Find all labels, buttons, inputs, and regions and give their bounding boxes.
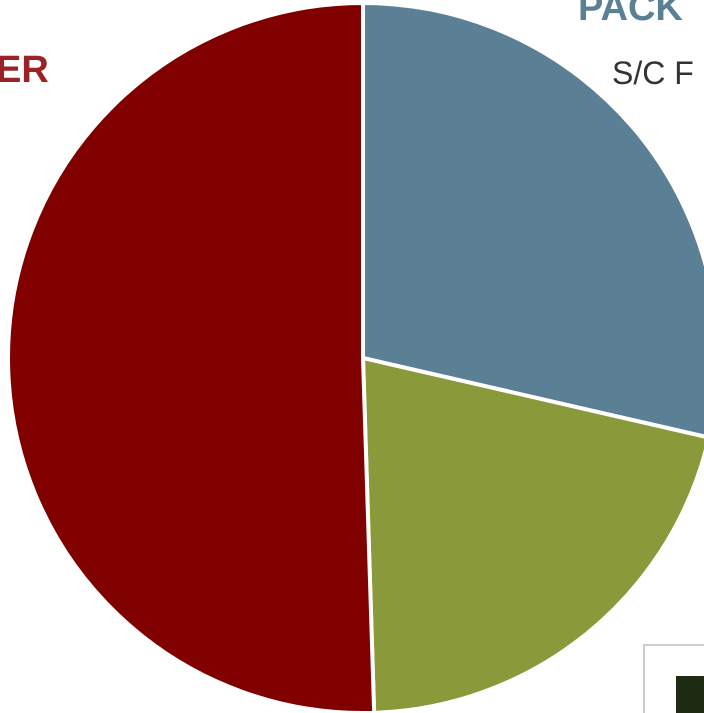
pie-slice [361, 356, 704, 713]
pie [6, 1, 704, 713]
pie-slice [6, 1, 377, 713]
label-fragment: S/C F [612, 55, 694, 91]
pie-slice [361, 1, 704, 439]
label-fragment: ER [0, 49, 49, 91]
label-fragment: PACK [578, 0, 683, 29]
legend-swatch [676, 676, 704, 713]
